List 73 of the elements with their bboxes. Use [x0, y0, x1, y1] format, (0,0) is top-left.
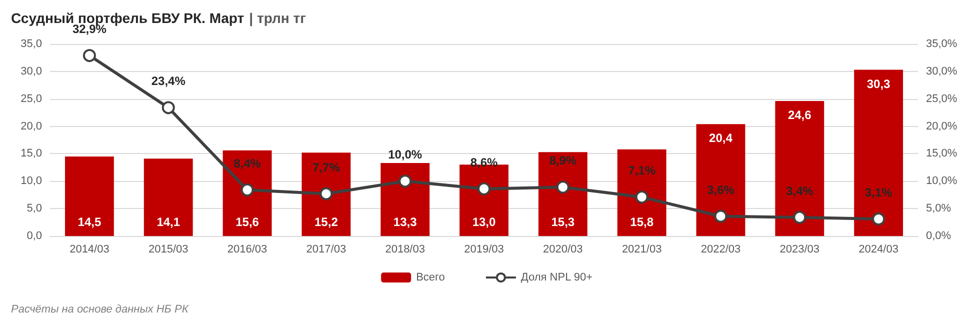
point	[320, 187, 333, 200]
data-label: 10,0%	[388, 148, 422, 162]
bar	[64, 156, 114, 236]
point	[162, 101, 175, 114]
y-tick-label: 30,0	[20, 65, 42, 78]
x-tick-label: 2014/03	[70, 244, 110, 256]
point	[478, 182, 490, 196]
x-tick-label: 2024/03	[858, 244, 898, 256]
y2-tick-label: 10,0%	[926, 175, 958, 188]
legend-label: Доля NPL 90+	[520, 272, 593, 284]
y-tick-label: 10,0	[20, 175, 42, 188]
bar	[775, 101, 824, 236]
bar	[144, 158, 193, 236]
chart-subtitle: | трлн тг	[249, 10, 306, 27]
data-label: 3,4%	[786, 184, 814, 198]
data-label: 14,5	[78, 215, 102, 229]
bar	[380, 163, 430, 236]
y-tick-label: 25,0	[20, 92, 42, 105]
data-label: 8,9%	[549, 154, 577, 168]
data-label: 14,1	[156, 215, 180, 229]
y2-tick-label: 30,0%	[926, 65, 958, 78]
data-label: 3,6%	[707, 182, 735, 197]
y2-tick-label: 15,0%	[926, 148, 958, 160]
x-tick-label: 2020/03	[543, 244, 583, 256]
data-label: 15,8	[630, 215, 654, 229]
x-tick-label: 2021/03	[622, 244, 662, 256]
bar	[302, 152, 351, 236]
y-tick-label: 5,0	[26, 202, 42, 215]
point	[240, 183, 254, 196]
y2-tick-label: 25,0%	[926, 92, 958, 105]
y-tick-label: 0,0	[26, 230, 42, 242]
x-tick-label: 2016/03	[227, 244, 268, 256]
point	[556, 180, 570, 194]
point	[872, 212, 886, 226]
x-tick-label: 2023/03	[780, 244, 820, 256]
bar	[538, 152, 588, 236]
bar	[617, 149, 666, 236]
data-label: 15,6	[236, 215, 260, 229]
data-label: 15,3	[551, 215, 575, 229]
x-tick-label: 2015/03	[148, 244, 188, 256]
data-label: 7,1%	[628, 164, 656, 178]
point	[714, 210, 728, 223]
y-tick-label: 15,0	[20, 148, 42, 160]
bar	[854, 70, 904, 236]
bar	[696, 124, 746, 236]
y2-tick-label: 35,0%	[926, 38, 958, 50]
x-tick-label: 2019/03	[464, 244, 504, 256]
data-label: 30,3	[866, 76, 891, 91]
point	[793, 210, 806, 224]
text: Расчёты на основе данных НБ РК	[11, 304, 189, 316]
y-tick-label: 20,0	[20, 120, 42, 132]
y2-tick-label: 0,0%	[926, 230, 952, 242]
x-tick-label: 2017/03	[306, 244, 346, 256]
point	[82, 49, 96, 62]
data-label: 24,6	[788, 108, 812, 122]
point	[635, 190, 648, 204]
x-tick-label: 2022/03	[700, 244, 741, 256]
y2-tick-label: 20,0%	[926, 120, 958, 132]
data-label: 13,0	[472, 215, 496, 229]
data-label: 23,4%	[151, 74, 186, 88]
chart-title: Ссудный портфель БВУ РК. Март	[11, 10, 244, 26]
data-label: 8,4%	[234, 156, 262, 170]
legend-label: Всего	[416, 272, 445, 284]
x-tick-label: 2018/03	[385, 244, 425, 256]
data-label: 20,4	[709, 131, 733, 146]
data-label: 15,2	[314, 215, 338, 229]
y2-tick-label: 5,0%	[926, 202, 952, 215]
data-label: 7,7%	[312, 160, 340, 174]
y-tick-label: 35,0	[20, 38, 42, 50]
point	[398, 174, 412, 188]
data-label: 3,1%	[864, 185, 893, 200]
bar	[222, 150, 272, 236]
data-label: 13,3	[393, 215, 418, 229]
